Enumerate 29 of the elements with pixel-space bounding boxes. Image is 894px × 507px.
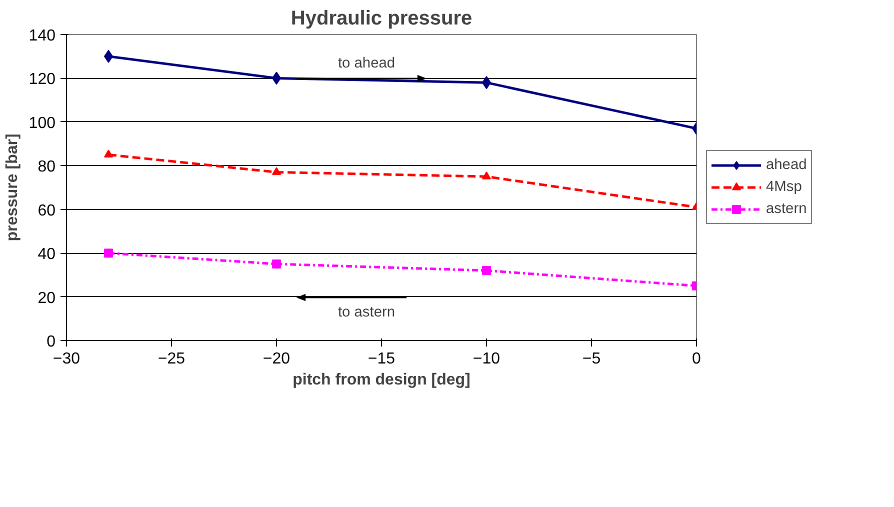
legend-label: astern [766, 201, 807, 217]
y-tick-label: 60 [38, 202, 56, 220]
legend-label: ahead [766, 157, 807, 173]
point [272, 167, 281, 176]
x-tick-label: 0 [692, 350, 702, 368]
legend-label: 4Msp [766, 179, 802, 195]
y-tick-label: 80 [38, 158, 56, 176]
point [482, 171, 491, 180]
chart-title: Hydraulic pressure [290, 8, 472, 30]
point [482, 266, 491, 276]
x-tick-label: −10 [472, 350, 500, 368]
x-axis-title: pitch from design [deg] [292, 372, 470, 388]
x-tick-label: −15 [368, 350, 396, 368]
x-tick-label: −30 [52, 350, 80, 368]
point [104, 150, 113, 158]
y-tick-label: 40 [38, 246, 56, 264]
annotation: to astern [338, 304, 396, 320]
y-tick-label: 100 [28, 114, 56, 132]
y-tick-label: 20 [38, 290, 56, 307]
x-tick-label: −5 [582, 350, 601, 368]
annotation: to ahead [338, 56, 396, 72]
point [272, 260, 281, 268]
y-tick-label: 120 [28, 71, 56, 88]
y-tick-label: 0 [46, 334, 56, 350]
y-axis-title: pressure [bar] [4, 134, 21, 242]
point [104, 248, 113, 258]
x-tick-label: −25 [158, 350, 186, 368]
x-tick-label: −20 [262, 350, 290, 368]
y-tick-label: 140 [28, 28, 56, 44]
